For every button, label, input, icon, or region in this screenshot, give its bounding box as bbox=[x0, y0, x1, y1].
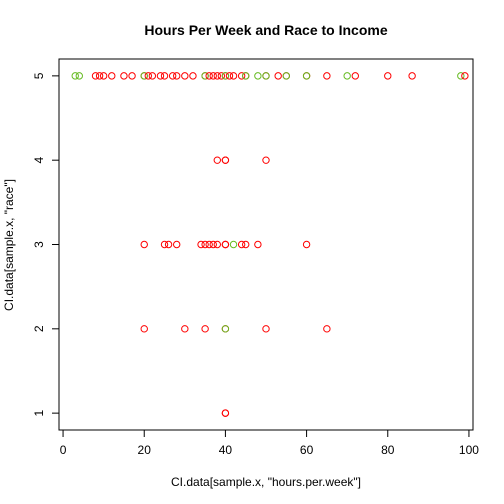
data-point bbox=[213, 240, 221, 249]
data-point bbox=[148, 72, 157, 80]
data-point bbox=[242, 72, 250, 80]
data-point bbox=[95, 72, 104, 80]
data-point bbox=[221, 325, 230, 333]
data-point bbox=[120, 72, 128, 80]
data-point bbox=[323, 72, 331, 80]
data-point bbox=[262, 72, 270, 80]
data-point bbox=[140, 240, 148, 249]
data-point bbox=[237, 72, 246, 80]
data-point bbox=[108, 72, 116, 80]
y-tick-label: 1 bbox=[32, 409, 46, 416]
data-point bbox=[201, 240, 209, 249]
x-tick-label: 40 bbox=[219, 443, 233, 457]
data-point bbox=[209, 72, 217, 80]
data-point bbox=[302, 72, 311, 80]
data-point bbox=[156, 72, 165, 80]
data-point bbox=[282, 72, 290, 80]
data-point bbox=[461, 72, 469, 80]
data-point bbox=[173, 240, 181, 249]
data-point bbox=[323, 325, 331, 333]
x-tick-label: 0 bbox=[60, 443, 67, 457]
y-axis-label: CI.data[sample.x, "race"] bbox=[2, 179, 16, 311]
data-points bbox=[71, 72, 469, 417]
data-point bbox=[75, 72, 83, 80]
data-point bbox=[217, 72, 226, 80]
data-point bbox=[140, 72, 148, 80]
y-tick-label: 5 bbox=[32, 72, 46, 79]
x-axis: 0 20 40 60 80 100 bbox=[60, 429, 479, 457]
data-point bbox=[229, 240, 238, 249]
data-point bbox=[181, 325, 189, 333]
data-point bbox=[408, 72, 416, 80]
data-point bbox=[71, 72, 79, 80]
data-point bbox=[351, 72, 359, 80]
data-point bbox=[213, 156, 221, 164]
data-point bbox=[229, 72, 238, 80]
plot-frame bbox=[58, 58, 474, 431]
x-tick-label: 60 bbox=[300, 443, 314, 457]
y-tick-label: 3 bbox=[32, 241, 46, 248]
data-point bbox=[99, 72, 108, 80]
data-point bbox=[221, 409, 230, 417]
data-point bbox=[221, 156, 230, 164]
data-point bbox=[237, 240, 246, 249]
data-point bbox=[221, 240, 230, 249]
data-point bbox=[205, 72, 213, 80]
data-point bbox=[189, 72, 197, 80]
data-point bbox=[254, 240, 262, 249]
data-point bbox=[201, 325, 209, 333]
data-point bbox=[274, 72, 282, 80]
data-point bbox=[457, 72, 465, 80]
y-tick-label: 2 bbox=[32, 325, 46, 332]
data-point bbox=[140, 325, 148, 333]
data-point bbox=[262, 325, 270, 333]
data-point bbox=[144, 72, 152, 80]
data-point bbox=[173, 72, 181, 80]
data-point bbox=[181, 72, 189, 80]
data-point bbox=[128, 72, 136, 80]
data-point bbox=[209, 240, 217, 249]
data-point bbox=[221, 72, 230, 80]
data-point bbox=[213, 72, 221, 80]
data-point bbox=[343, 72, 351, 80]
chart-title: Hours Per Week and Race to Income bbox=[144, 22, 387, 38]
data-point bbox=[384, 72, 392, 80]
data-point bbox=[197, 240, 205, 249]
data-point bbox=[242, 240, 250, 249]
data-point bbox=[262, 156, 270, 164]
y-axis: 1 2 3 4 5 bbox=[32, 72, 60, 416]
data-point bbox=[164, 240, 173, 249]
data-point bbox=[254, 72, 262, 80]
data-point bbox=[160, 72, 169, 80]
x-axis-label: CI.data[sample.x, "hours.per.week"] bbox=[171, 475, 361, 489]
data-point bbox=[302, 240, 311, 249]
data-point bbox=[168, 72, 177, 80]
x-tick-label: 80 bbox=[381, 443, 395, 457]
x-tick-label: 100 bbox=[459, 443, 479, 457]
data-point bbox=[201, 72, 209, 80]
data-point bbox=[160, 240, 169, 249]
x-tick-label: 20 bbox=[138, 443, 152, 457]
data-point bbox=[91, 72, 100, 80]
y-tick-label: 4 bbox=[32, 157, 46, 164]
data-point bbox=[225, 72, 234, 80]
data-point bbox=[205, 240, 213, 249]
